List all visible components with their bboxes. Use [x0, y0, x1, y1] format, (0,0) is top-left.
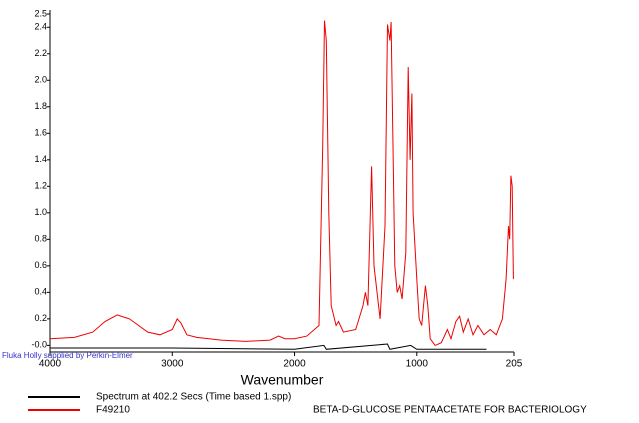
y-tick-label: 1.4	[34, 154, 47, 164]
y-tick-label: 2.2	[34, 48, 47, 58]
x-tick-label: 3000	[161, 359, 184, 370]
x-tick-label: 205	[506, 359, 523, 370]
y-tick-label: 1.8	[34, 101, 47, 111]
spectrum-line	[49, 20, 514, 347]
x-tick-label: 4000	[39, 359, 62, 370]
spectrum-line	[50, 343, 487, 350]
y-tick-label: 1.0	[34, 207, 47, 217]
y-tick-label: 1.6	[34, 128, 47, 138]
y-tick-label: 0.2	[34, 313, 47, 323]
y-tick-label: -0.0	[31, 340, 47, 350]
legend-label: F49210	[96, 405, 130, 416]
y-tick-label: 1.2	[34, 181, 47, 191]
y-tick-label: 2.0	[34, 75, 47, 85]
y-tick-label: 0.4	[34, 287, 47, 297]
y-tick-label: 0.8	[34, 234, 47, 244]
y-tick-label: 0.6	[34, 260, 47, 270]
x-axis-title: Wavenumber	[241, 372, 324, 388]
y-tick-label: 2.5	[34, 8, 47, 18]
x-tick-label: 2000	[283, 359, 306, 370]
legend-label: Spectrum at 402.2 Secs (Time based 1.spp…	[96, 392, 291, 403]
footer: BETA-D-GLUCOSE PENTAACETATE FOR BACTERIO…	[313, 405, 587, 416]
y-tick-label: 2.4	[34, 22, 47, 32]
x-tick-label: 1000	[406, 359, 429, 370]
annotation: Fluka Holly supplied by Perkin-Elmer	[2, 351, 133, 360]
